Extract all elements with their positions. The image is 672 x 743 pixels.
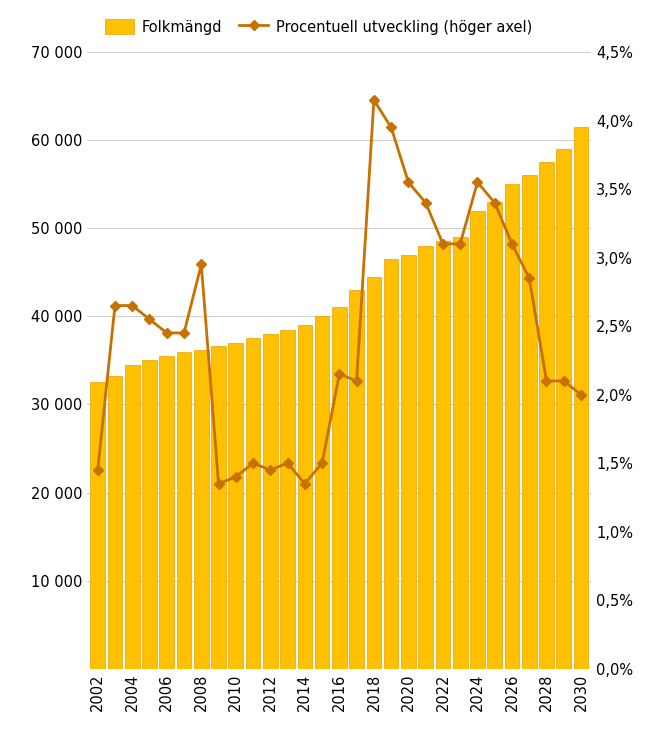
- Bar: [401, 255, 416, 669]
- Bar: [539, 162, 554, 669]
- Bar: [332, 308, 347, 669]
- Bar: [453, 237, 468, 669]
- Bar: [314, 317, 329, 669]
- Bar: [125, 365, 140, 669]
- Bar: [228, 343, 243, 669]
- Bar: [298, 325, 312, 669]
- Bar: [349, 290, 364, 669]
- Bar: [194, 350, 208, 669]
- Bar: [522, 175, 536, 669]
- Bar: [419, 246, 433, 669]
- Bar: [435, 241, 450, 669]
- Bar: [556, 149, 571, 669]
- Bar: [211, 346, 226, 669]
- Bar: [159, 356, 174, 669]
- Bar: [384, 259, 398, 669]
- Bar: [366, 276, 381, 669]
- Bar: [142, 360, 157, 669]
- Bar: [263, 334, 278, 669]
- Legend: Folkmängd, Procentuell utveckling (höger axel): Folkmängd, Procentuell utveckling (höger…: [105, 19, 532, 35]
- Bar: [574, 127, 589, 669]
- Bar: [505, 184, 519, 669]
- Bar: [90, 383, 105, 669]
- Bar: [280, 330, 295, 669]
- Bar: [246, 338, 260, 669]
- Bar: [177, 351, 192, 669]
- Bar: [470, 210, 485, 669]
- Bar: [487, 202, 502, 669]
- Bar: [108, 376, 122, 669]
